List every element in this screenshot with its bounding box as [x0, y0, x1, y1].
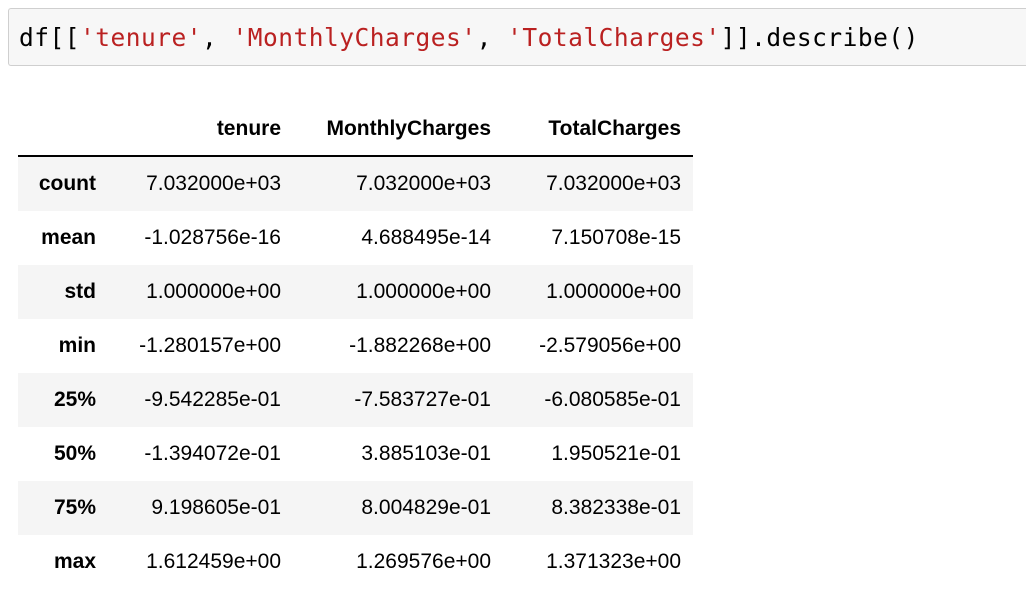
table-cell: -9.542285e-01 [144, 388, 281, 411]
table-cell: -1.882268e+00 [349, 334, 491, 357]
header-index [18, 103, 108, 157]
header-monthly-charges: MonthlyCharges [293, 103, 503, 157]
table-cell: 7.150708e-15 [551, 226, 681, 249]
table-cell: -7.583727e-01 [354, 388, 491, 411]
table-cell: 9.198605e-01 [151, 496, 281, 519]
table-cell: 1.371323e+00 [546, 550, 681, 573]
table-cell: 1.000000e+00 [546, 280, 681, 303]
code-cell-input[interactable]: df[['tenure', 'MonthlyCharges', 'TotalCh… [8, 8, 1026, 66]
table-cell: 1.000000e+00 [146, 280, 281, 303]
row-index: 25% [53, 388, 96, 411]
row-index: min [58, 334, 96, 357]
table-cell: -1.280157e+00 [139, 334, 281, 357]
cell-output: tenure MonthlyCharges TotalCharges count… [18, 103, 693, 589]
table-cell: 7.032000e+03 [546, 172, 681, 195]
row-index: 75% [53, 496, 96, 519]
code-token-string: 'MonthlyCharges' [232, 22, 477, 52]
table-row: min -1.280157e+00 -1.882268e+00 -2.57905… [18, 319, 693, 373]
code-token-string: 'tenure' [80, 22, 203, 52]
table-cell: 1.269576e+00 [356, 550, 491, 573]
code-token: ]].describe() [720, 22, 919, 52]
table-cell: -1.028756e-16 [144, 226, 281, 249]
row-index: max [53, 550, 96, 573]
row-index: std [64, 280, 97, 303]
code-token: , [476, 22, 508, 52]
row-index: mean [41, 226, 96, 249]
table-cell: -1.394072e-01 [144, 442, 281, 465]
header-total-charges: TotalCharges [503, 103, 693, 157]
table-cell: 8.382338e-01 [551, 496, 681, 519]
table-row: max 1.612459e+00 1.269576e+00 1.371323e+… [18, 535, 693, 589]
table-row: 25% -9.542285e-01 -7.583727e-01 -6.08058… [18, 373, 693, 427]
dataframe-table: tenure MonthlyCharges TotalCharges count… [18, 103, 693, 589]
table-cell: 4.688495e-14 [361, 226, 491, 249]
table-cell: -6.080585e-01 [544, 388, 681, 411]
header-tenure: tenure [108, 103, 293, 157]
table-cell: 1.000000e+00 [356, 280, 491, 303]
code-token-string: 'TotalCharges' [507, 22, 721, 52]
table-cell: 1.950521e-01 [551, 442, 681, 465]
code-token: df[[ [19, 22, 81, 52]
code-token: , [202, 22, 233, 52]
table-cell: 7.032000e+03 [146, 172, 281, 195]
table-cell: 3.885103e-01 [361, 442, 491, 465]
table-cell: -2.579056e+00 [539, 334, 681, 357]
table-cell: 8.004829e-01 [361, 496, 491, 519]
table-row: std 1.000000e+00 1.000000e+00 1.000000e+… [18, 265, 693, 319]
row-index: count [38, 172, 96, 195]
table-row: 75% 9.198605e-01 8.004829e-01 8.382338e-… [18, 481, 693, 535]
table-header-row: tenure MonthlyCharges TotalCharges [18, 103, 693, 157]
table-cell: 1.612459e+00 [146, 550, 281, 573]
row-index: 50% [53, 442, 96, 465]
table-row: count 7.032000e+03 7.032000e+03 7.032000… [18, 156, 693, 211]
table-row: 50% -1.394072e-01 3.885103e-01 1.950521e… [18, 427, 693, 481]
table-cell: 7.032000e+03 [356, 172, 491, 195]
table-row: mean -1.028756e-16 4.688495e-14 7.150708… [18, 211, 693, 265]
